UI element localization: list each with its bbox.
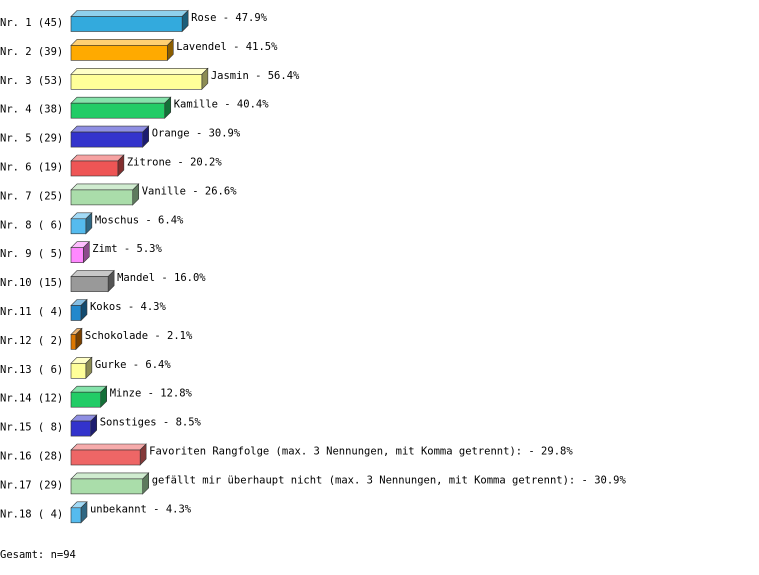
bar-front — [70, 45, 168, 61]
bar — [70, 356, 93, 380]
bar-front — [70, 160, 119, 177]
bar-top — [70, 39, 175, 46]
bar-front — [70, 305, 82, 321]
value-label: Zimt - 5.3% — [92, 243, 162, 255]
bar — [70, 414, 98, 437]
bar — [70, 298, 88, 322]
bar — [70, 443, 147, 466]
value-label: Kokos - 4.3% — [90, 301, 167, 313]
value-label: Orange - 30.9% — [152, 128, 241, 140]
row-label: Nr. 9 ( 5) — [0, 248, 63, 260]
row-label: Nr.18 ( 4) — [0, 508, 63, 520]
row-label: Nr. 2 (39) — [0, 46, 63, 58]
value-label: Moschus - 6.4% — [95, 214, 184, 226]
bar-front — [70, 74, 203, 90]
value-label: gefällt mir überhaupt nicht (max. 3 Nenn… — [152, 474, 627, 486]
value-label: Zitrone - 20.2% — [127, 157, 223, 169]
bar-front — [70, 102, 166, 119]
bar-front — [70, 247, 84, 263]
value-label: Jasmin - 56.4% — [211, 70, 300, 82]
bar — [70, 472, 150, 495]
bar — [70, 212, 93, 235]
value-label: Schokolade - 2.1% — [85, 330, 193, 342]
row-label: Nr.12 ( 2) — [0, 335, 63, 347]
row-label: Nr.15 ( 8) — [0, 422, 63, 434]
bar-front — [70, 276, 109, 292]
bar — [70, 96, 172, 119]
bar — [70, 9, 189, 33]
row-label: Nr. 1 (45) — [0, 17, 63, 29]
bar — [70, 385, 108, 408]
bar — [70, 67, 209, 91]
bar-top — [70, 472, 150, 480]
bar-front — [70, 507, 82, 524]
value-label: Gurke - 6.4% — [95, 359, 172, 371]
row-label: Nr. 7 (25) — [0, 190, 63, 202]
value-label: Kamille - 40.4% — [174, 99, 270, 111]
bar-top — [70, 68, 209, 75]
value-label: Rose - 47.9% — [191, 12, 268, 24]
row-label: Nr.13 ( 6) — [0, 364, 63, 376]
value-label: Minze - 12.8% — [110, 388, 193, 400]
value-label: Sonstiges - 8.5% — [100, 417, 202, 429]
footer: Gesamt: n=94 — [0, 549, 76, 561]
bar — [70, 38, 175, 62]
bar-top — [70, 443, 147, 451]
bar-front — [70, 189, 134, 206]
bar — [70, 154, 125, 177]
value-label: Lavendel - 41.5% — [176, 41, 278, 53]
bar-top — [70, 125, 150, 133]
bar-front — [70, 478, 143, 495]
row-label: Nr.16 (28) — [0, 451, 63, 463]
row-label: Nr. 3 (53) — [0, 75, 63, 87]
bar-front — [70, 218, 87, 235]
bar-top — [70, 96, 172, 104]
bar-front — [70, 131, 143, 148]
value-label: Mandel - 16.0% — [117, 272, 206, 284]
bar-front — [70, 449, 141, 466]
row-label: Nr. 8 ( 6) — [0, 219, 63, 231]
bar-front — [70, 362, 87, 379]
bar-top — [70, 10, 189, 17]
value-label: Vanille - 26.6% — [142, 185, 238, 197]
row-label: Nr. 4 (38) — [0, 104, 63, 116]
bar-front — [70, 391, 101, 408]
row-label: Nr.17 (29) — [0, 479, 63, 491]
bar-front — [70, 420, 92, 437]
row-label: Nr.10 (15) — [0, 277, 63, 289]
bar — [70, 125, 150, 148]
bar — [70, 269, 115, 293]
bar — [70, 501, 88, 524]
row-label: Nr. 6 (19) — [0, 162, 63, 174]
row-label: Nr.14 (12) — [0, 393, 63, 405]
bar-top — [70, 270, 115, 277]
value-label: Favoriten Rangfolge (max. 3 Nennungen, m… — [149, 446, 573, 458]
row-label: Nr. 5 (29) — [0, 133, 63, 145]
bar — [70, 240, 91, 264]
bar-top — [70, 183, 140, 191]
value-label: unbekannt - 4.3% — [90, 503, 192, 515]
bar-top — [70, 154, 125, 162]
row-label: Nr.11 ( 4) — [0, 306, 63, 318]
bar-front — [70, 334, 77, 350]
bar — [70, 183, 140, 206]
bar-front — [70, 16, 183, 32]
bar — [70, 327, 83, 351]
